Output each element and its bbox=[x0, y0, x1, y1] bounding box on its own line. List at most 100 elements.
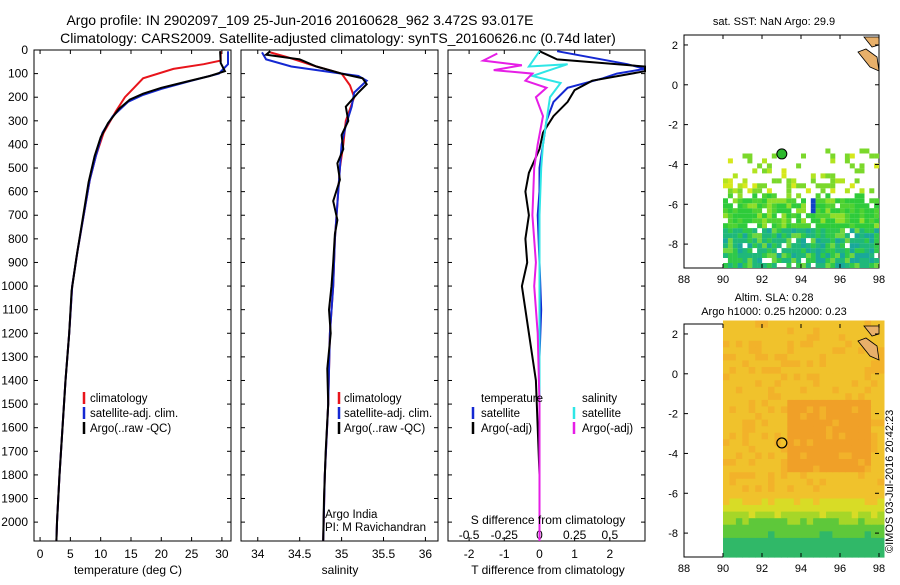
sla-cell bbox=[858, 373, 866, 381]
sst-cell bbox=[727, 203, 733, 209]
sst-cell bbox=[801, 153, 806, 159]
sla-cell bbox=[806, 511, 814, 519]
sla-cell bbox=[832, 504, 840, 512]
sst-cell bbox=[727, 193, 733, 199]
sst-cell bbox=[742, 208, 748, 214]
sla-cell bbox=[858, 366, 866, 374]
sst-cell bbox=[742, 203, 748, 209]
sla-cell bbox=[761, 497, 769, 505]
sst-cell bbox=[801, 238, 806, 244]
sst-cell bbox=[781, 258, 787, 263]
sla-cell bbox=[819, 405, 827, 413]
sla-cell bbox=[826, 438, 834, 446]
sla-cell bbox=[826, 465, 834, 473]
sla-cell bbox=[755, 432, 763, 440]
map-longitude-label: 96 bbox=[834, 563, 846, 575]
sla-cell bbox=[845, 484, 853, 492]
sla-cell bbox=[864, 471, 872, 479]
sla-cell bbox=[723, 511, 731, 519]
sla-cell bbox=[800, 445, 808, 453]
sla-cell bbox=[793, 543, 801, 551]
sst-cell bbox=[781, 253, 787, 258]
sla-cell bbox=[755, 530, 763, 538]
sst-cell bbox=[815, 263, 821, 268]
sst-cell bbox=[776, 218, 782, 224]
sla-cell bbox=[755, 366, 763, 374]
sla-cell bbox=[838, 327, 846, 335]
sst-cell bbox=[796, 213, 802, 219]
sla-cell bbox=[806, 333, 814, 341]
sla-cell bbox=[819, 432, 827, 440]
sla-cell bbox=[800, 471, 808, 479]
sst-cell bbox=[864, 228, 870, 234]
sst-cell bbox=[805, 223, 811, 229]
map-latitude-label: -8 bbox=[668, 239, 678, 251]
sla-cell bbox=[800, 451, 808, 459]
sla-cell bbox=[729, 340, 737, 348]
sla-cell bbox=[845, 478, 853, 486]
sla-cell bbox=[742, 419, 750, 427]
sla-cell bbox=[761, 386, 769, 394]
sst-cell bbox=[864, 248, 870, 254]
sst-cell bbox=[771, 258, 777, 263]
sla-cell bbox=[768, 412, 776, 420]
sla-cell bbox=[851, 484, 859, 492]
sla-cell bbox=[800, 392, 808, 400]
sla-cell bbox=[768, 484, 776, 492]
sla-cell bbox=[723, 478, 731, 486]
sst-cell bbox=[796, 238, 802, 244]
sst-cell bbox=[815, 198, 821, 204]
sla-cell bbox=[729, 425, 737, 433]
sst-cell bbox=[742, 238, 748, 244]
sla-cell bbox=[768, 438, 776, 446]
sla-cell bbox=[819, 438, 827, 446]
legend-temperature-title: temperature bbox=[481, 393, 543, 405]
series-line-argo-adj- bbox=[479, 52, 549, 541]
legend-salinity-title: salinity bbox=[582, 393, 617, 405]
sla-cell bbox=[761, 491, 769, 499]
sla-cell bbox=[838, 511, 846, 519]
sla-cell bbox=[806, 465, 814, 473]
sla-cell bbox=[729, 432, 737, 440]
sst-cell bbox=[840, 178, 845, 184]
sla-cell bbox=[780, 399, 788, 407]
sla-cell bbox=[774, 491, 782, 499]
sst-cell bbox=[732, 258, 738, 263]
sla-cell bbox=[871, 392, 879, 400]
sla-cell bbox=[877, 445, 885, 453]
sla-cell bbox=[723, 484, 731, 492]
sla-cell bbox=[871, 543, 879, 551]
sla-cell bbox=[832, 550, 840, 558]
sst-cell bbox=[849, 153, 855, 159]
sla-cell bbox=[826, 320, 834, 328]
sla-cell bbox=[768, 392, 776, 400]
sst-cell bbox=[815, 218, 821, 224]
sla-cell bbox=[877, 524, 885, 532]
sla-cell bbox=[806, 419, 814, 427]
sla-cell bbox=[877, 543, 885, 551]
sla-cell bbox=[742, 530, 750, 538]
sla-cell bbox=[877, 484, 885, 492]
sst-cell bbox=[762, 228, 767, 234]
sla-cell bbox=[780, 412, 788, 420]
sla-cell bbox=[851, 517, 859, 525]
sst-cell bbox=[869, 233, 875, 239]
sla-cell bbox=[735, 471, 743, 479]
sla-cell bbox=[800, 366, 808, 374]
sla-cell bbox=[851, 451, 859, 459]
sla-cell bbox=[755, 359, 763, 367]
sla-cell bbox=[858, 484, 866, 492]
sst-cell bbox=[752, 183, 758, 189]
sla-cell bbox=[864, 497, 872, 505]
sla-cell bbox=[742, 327, 750, 335]
map-latitude-label: -6 bbox=[668, 199, 678, 211]
sla-cell bbox=[735, 511, 743, 519]
sla-cell bbox=[755, 465, 763, 473]
sla-cell bbox=[813, 524, 821, 532]
sla-cell bbox=[871, 366, 879, 374]
sla-cell bbox=[838, 451, 846, 459]
sla-cell bbox=[723, 451, 731, 459]
sst-cell bbox=[791, 183, 797, 189]
sla-cell bbox=[864, 451, 872, 459]
sla-cell bbox=[768, 419, 776, 427]
